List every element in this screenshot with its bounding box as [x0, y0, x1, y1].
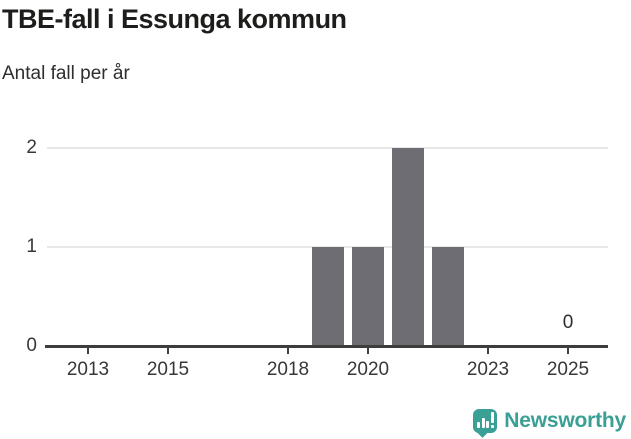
bar-2020 [352, 247, 384, 346]
bar-2019 [312, 247, 344, 346]
x-axis-line [45, 345, 608, 348]
logo-exclamation-dot-icon [490, 425, 494, 428]
bar-2021 [392, 148, 424, 346]
y-tick-label-0: 0 [26, 335, 37, 356]
newsworthy-logo[interactable]: Newsworthy [473, 409, 626, 438]
x-tick-label-2020: 2020 [346, 359, 390, 380]
newsworthy-brand-name: Newsworthy [504, 409, 626, 432]
value-label: 0 [562, 312, 574, 333]
x-tick-label-2023: 2023 [466, 359, 510, 380]
bar-chart-speech-bubble-icon [473, 409, 498, 438]
y-tick-label-2: 2 [26, 137, 37, 158]
x-tick-2025 [567, 348, 569, 354]
x-tick-label-2015: 2015 [146, 359, 190, 380]
x-tick-label-2018: 2018 [266, 359, 310, 380]
x-tick-2015 [167, 348, 169, 354]
x-tick-2018 [287, 348, 289, 354]
bar-2022 [432, 247, 464, 346]
x-tick-label-2013: 2013 [66, 359, 110, 380]
chart-title: TBE-fall i Essunga kommun [2, 4, 347, 34]
chart-subtitle-ylabel: Antal fall per år [2, 63, 130, 84]
gridline-2 [47, 147, 608, 149]
x-tick-2020 [367, 348, 369, 354]
x-tick-label-2025: 2025 [546, 359, 590, 380]
logo-bar-icon [481, 418, 485, 428]
x-tick-2023 [487, 348, 489, 354]
y-tick-label-1: 1 [26, 236, 37, 257]
logo-bar-icon [477, 422, 481, 428]
x-tick-2013 [87, 348, 89, 354]
logo-exclamation-icon [490, 412, 494, 423]
logo-bar-icon [486, 421, 490, 428]
